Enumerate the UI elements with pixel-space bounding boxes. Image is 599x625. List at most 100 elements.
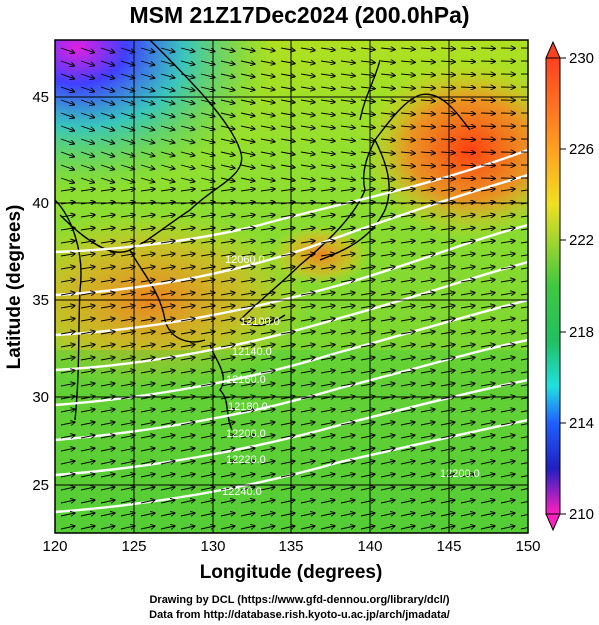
wind-arrow	[260, 383, 275, 386]
wind-arrow	[240, 267, 255, 269]
wind-arrow	[300, 254, 315, 256]
wind-arrow	[480, 474, 495, 477]
wind-arrow	[320, 113, 335, 115]
wind-arrow	[140, 241, 155, 243]
wind-arrow	[120, 448, 135, 451]
wind-arrow	[300, 474, 315, 477]
wind-arrow	[280, 500, 295, 503]
wind-arrow	[220, 513, 235, 516]
wind-arrow	[480, 435, 495, 438]
wind-arrow	[500, 267, 515, 269]
wind-arrow	[160, 409, 175, 412]
wind-arrow	[180, 73, 195, 78]
wind-arrow	[80, 164, 94, 170]
wind-arrow	[140, 500, 155, 503]
wind-arrow	[300, 513, 315, 516]
wind-arrow	[100, 370, 115, 373]
wind-arrow	[220, 319, 235, 322]
wind-arrow	[80, 254, 95, 256]
wind-arrow	[100, 435, 115, 438]
wind-arrow	[300, 61, 315, 63]
wind-arrow	[360, 113, 375, 115]
wind-arrow	[380, 74, 395, 76]
wind-arrow	[280, 435, 295, 438]
wind-arrow	[360, 165, 375, 167]
wind-arrow	[360, 383, 375, 386]
wind-arrow	[180, 60, 195, 65]
wind-arrow	[60, 383, 75, 386]
wind-arrow	[400, 152, 415, 153]
wind-arrow	[220, 126, 235, 129]
wind-arrow	[160, 357, 175, 360]
wind-arrow	[240, 332, 255, 335]
wind-arrow	[440, 165, 455, 166]
wind-arrow	[340, 189, 355, 191]
wind-arrow	[400, 87, 415, 88]
wind-arrow	[100, 228, 115, 230]
wind-arrow	[400, 487, 415, 490]
wind-arrow	[100, 189, 115, 191]
wind-arrow	[360, 293, 375, 295]
wind-arrow	[400, 139, 415, 140]
wind-arrow	[240, 435, 255, 438]
wind-arrow	[340, 345, 355, 348]
wind-arrow	[280, 61, 295, 64]
wind-arrow	[380, 357, 395, 360]
wind-arrow	[320, 87, 335, 89]
wind-arrow	[440, 422, 455, 425]
wind-arrow	[260, 165, 275, 168]
wind-arrow	[120, 293, 135, 295]
wind-arrow	[120, 461, 135, 464]
x-tick-label: 135	[278, 538, 303, 555]
wind-arrow	[460, 435, 475, 438]
wind-arrow	[460, 357, 475, 360]
wind-arrow	[440, 370, 455, 373]
wind-arrow	[400, 513, 415, 516]
wind-arrow	[200, 513, 215, 516]
wind-arrow	[240, 139, 255, 142]
contour-label: 12180.0	[228, 401, 268, 413]
wind-arrow	[460, 126, 475, 127]
wind-arrow	[440, 113, 455, 114]
wind-arrow	[260, 448, 275, 451]
wind-arrow	[240, 178, 255, 181]
wind-arrow	[420, 383, 435, 386]
wind-arrow	[120, 112, 134, 117]
wind-arrow	[160, 345, 175, 348]
wind-arrow	[300, 293, 315, 295]
wind-arrow	[400, 448, 415, 451]
wind-arrow	[80, 138, 94, 144]
wind-arrow	[60, 461, 75, 464]
wind-arrow	[340, 241, 355, 243]
wind-arrow	[160, 86, 175, 91]
wind-arrow	[260, 422, 275, 425]
wind-arrow	[180, 409, 195, 412]
wind-arrow	[180, 125, 195, 130]
wind-arrow	[400, 126, 415, 127]
wind-arrow	[280, 461, 295, 464]
wind-arrow	[300, 215, 315, 217]
wind-arrow	[280, 370, 295, 373]
wind-arrow	[380, 113, 395, 115]
wind-arrow	[160, 215, 175, 217]
wind-arrow	[320, 241, 335, 243]
wind-arrow	[60, 345, 75, 348]
wind-arrow	[160, 487, 175, 490]
y-tick-label: 35	[32, 292, 49, 309]
wind-arrow	[500, 526, 515, 529]
wind-arrow	[80, 267, 95, 269]
wind-arrow	[120, 86, 134, 91]
wind-arrow	[340, 306, 355, 308]
wind-arrow	[500, 357, 515, 360]
wind-arrow	[380, 500, 395, 503]
wind-arrow	[100, 99, 114, 104]
wind-arrow	[500, 513, 515, 516]
wind-arrow	[480, 113, 495, 114]
wind-arrow	[180, 99, 195, 104]
wind-arrow	[420, 448, 435, 451]
wind-arrow	[120, 228, 135, 230]
wind-arrow	[220, 87, 235, 90]
wind-arrow	[180, 513, 195, 516]
wind-arrow	[220, 306, 235, 308]
wind-arrow	[260, 370, 275, 373]
